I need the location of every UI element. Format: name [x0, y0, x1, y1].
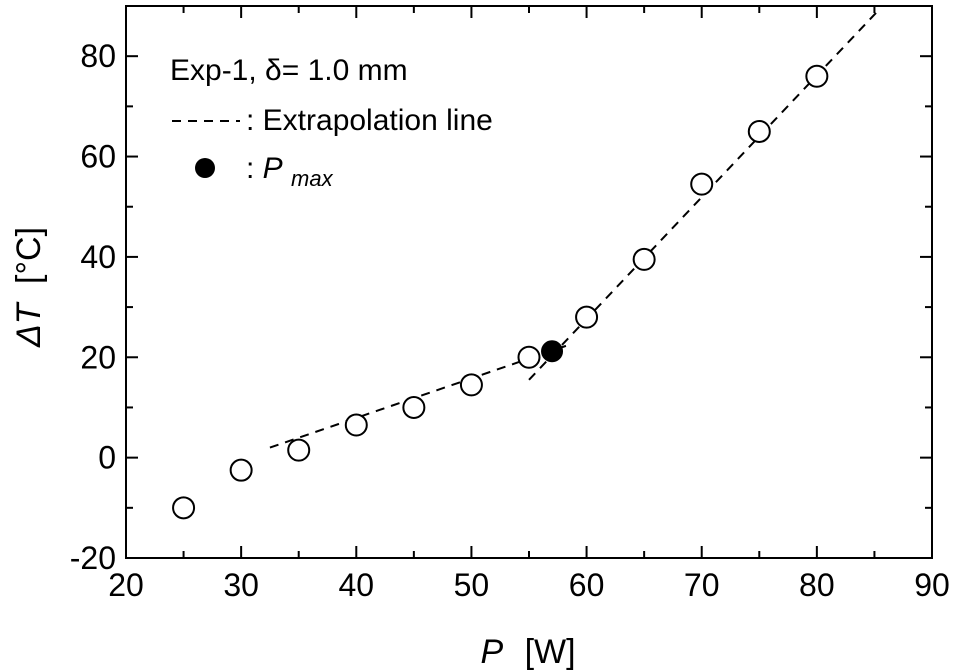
data-point: [287, 438, 311, 462]
x-tick-label: 60: [569, 567, 605, 603]
legend-line-label: : Extrapolation line: [246, 104, 493, 137]
data-point: [575, 305, 599, 329]
x-tick-label: 30: [223, 567, 259, 603]
x-tick-label: 70: [684, 567, 720, 603]
data-points: [172, 64, 829, 520]
y-tick-label: 60: [80, 139, 116, 175]
data-point: [805, 64, 829, 88]
y-axis-title: ΔT [°C]: [10, 227, 48, 348]
y-tick-label: 40: [80, 239, 116, 275]
data-point: [402, 395, 426, 419]
y-axis-unit: [°C]: [10, 227, 48, 284]
legend: Exp-1, δ= 1.0 mm : Extrapolation line : …: [170, 54, 493, 191]
data-point: [690, 172, 714, 196]
x-tick-label: 40: [338, 567, 374, 603]
data-point: [229, 458, 253, 482]
data-point: [517, 345, 541, 369]
legend-title: Exp-1, δ= 1.0 mm: [170, 54, 408, 87]
axes: 20 30 40 50 60 70 80 90 -20 0 20 40 60 80: [70, 5, 950, 603]
x-tick-label: 90: [914, 567, 950, 603]
legend-pmax-subscript: max: [291, 166, 334, 191]
y-tick-label: 0: [98, 440, 116, 476]
x-axis-symbol: P: [480, 633, 503, 671]
y-tick-label: 20: [80, 339, 116, 375]
x-tick-label: 20: [108, 567, 144, 603]
x-tick-label: 50: [454, 567, 490, 603]
data-point: [632, 247, 656, 271]
legend-pmax-symbol: P: [263, 152, 283, 185]
legend-pmax-label: : P max: [246, 152, 334, 191]
x-axis-title: P [W]: [480, 633, 575, 671]
x-axis-unit: [W]: [525, 633, 576, 671]
y-axis-symbol: ΔT: [10, 301, 48, 348]
data-point: [172, 496, 196, 520]
data-point: [747, 119, 771, 143]
pmax-point: [541, 340, 564, 363]
y-tick-label: 80: [80, 38, 116, 74]
x-tick-label: 80: [799, 567, 835, 603]
data-point: [344, 413, 368, 437]
legend-pmax-marker: [195, 158, 215, 178]
y-tick-label: -20: [70, 540, 116, 576]
legend-pmax-prefix: :: [246, 152, 263, 185]
data-point: [459, 373, 483, 397]
